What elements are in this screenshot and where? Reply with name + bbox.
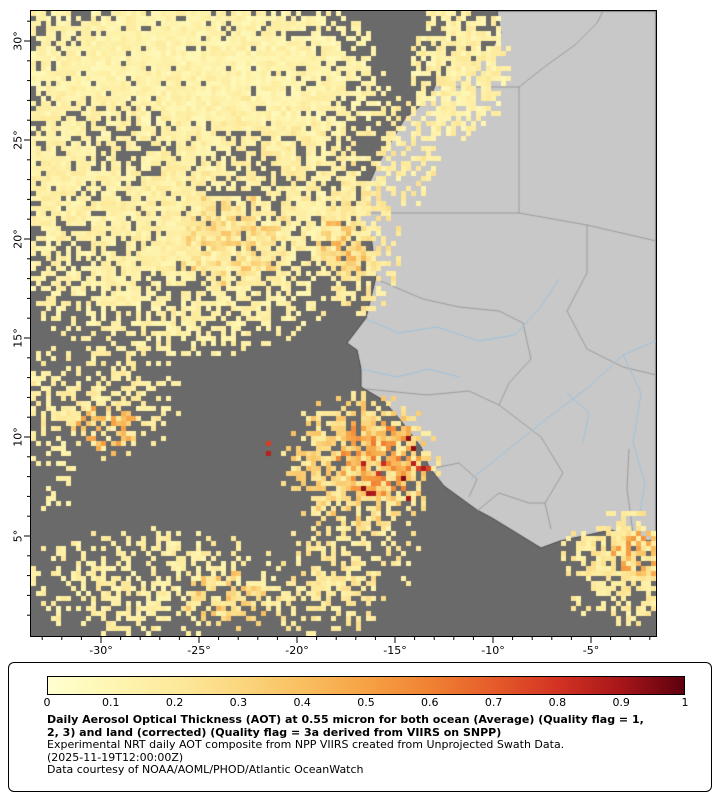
lat-tick-label: 20° (11, 229, 25, 249)
lon-tick-label: -30° (89, 644, 113, 657)
legend-credit: Data courtesy of NOAA/AOML/PHOD/Atlantic… (47, 763, 364, 776)
colorbar-tick-label: 0 (43, 696, 51, 709)
legend-title-line2: 2, 3) and land (corrected) (Quality flag… (47, 725, 502, 739)
lat-tick-label: 15° (11, 328, 25, 348)
lat-tick-label: 10° (11, 427, 25, 447)
legend-description: Experimental NRT daily AOT composite fro… (47, 738, 565, 751)
legend-captions: Daily Aerosol Optical Thickness (AOT) at… (47, 713, 685, 777)
colorbar-tick-labels: 0 0.1 0.2 0.3 0.4 0.5 0.6 0.7 0.8 0.9 1 (43, 696, 689, 711)
lat-tick-label: 25° (11, 130, 25, 150)
colorbar-tick-label: 0.3 (229, 696, 248, 709)
colorbar-tick-label: 0.6 (421, 696, 439, 709)
colorbar-tick-label: 1 (681, 696, 689, 709)
colorbar-tick-label: 0.2 (165, 696, 184, 709)
colorbar-tick-label: 0.9 (612, 696, 630, 709)
lon-tick-label: -15° (383, 644, 407, 657)
lat-tick-label: 30° (11, 31, 25, 51)
aot-map-raster (31, 11, 656, 636)
lon-tick-label: -5° (582, 644, 600, 657)
colorbar-gradient (47, 676, 685, 695)
lon-tick-label: -25° (187, 644, 211, 657)
lon-tick-label: -10° (481, 644, 505, 657)
colorbar-tick-label: 0.7 (484, 696, 503, 709)
lat-tick-label: 5° (11, 529, 25, 543)
legend-panel: 0 0.1 0.2 0.3 0.4 0.5 0.6 0.7 0.8 0.9 1 Daily Aero… (8, 662, 712, 792)
map-plot-area (30, 10, 657, 637)
lon-tick-label: -20° (285, 644, 309, 657)
colorbar-tick-label: 0.8 (548, 696, 567, 709)
colorbar-tick-label: 0.5 (357, 696, 375, 709)
legend-timestamp: (2025-11-19T12:00:00Z) (47, 750, 184, 764)
legend-title-line1: Daily Aerosol Optical Thickness (AOT) at… (47, 713, 644, 726)
colorbar-tick-label: 0.1 (102, 696, 120, 709)
colorbar-tick-label: 0.4 (293, 696, 311, 709)
